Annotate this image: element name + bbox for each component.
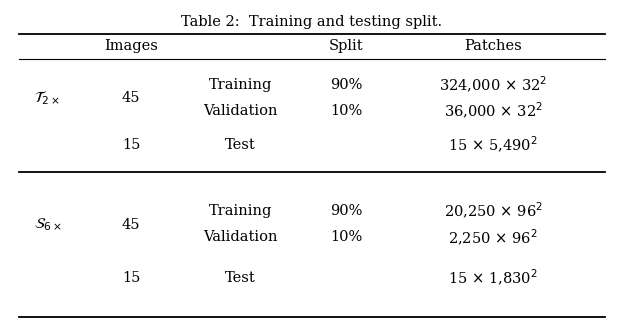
Text: 90%: 90% xyxy=(330,78,363,92)
Text: 10%: 10% xyxy=(330,104,363,118)
Text: $\mathcal{S}_{6\times}$: $\mathcal{S}_{6\times}$ xyxy=(34,216,62,233)
Text: $\mathcal{T}_{2\times}$: $\mathcal{T}_{2\times}$ xyxy=(34,89,61,107)
Text: Patches: Patches xyxy=(464,39,522,53)
Text: 15 $\times$ 5,490$^2$: 15 $\times$ 5,490$^2$ xyxy=(448,135,538,155)
Text: 45: 45 xyxy=(122,217,140,232)
Text: 324,000 $\times$ 32$^2$: 324,000 $\times$ 32$^2$ xyxy=(439,75,547,95)
Text: 15: 15 xyxy=(122,138,140,152)
Text: Split: Split xyxy=(329,39,364,53)
Text: Validation: Validation xyxy=(203,104,278,118)
Text: Test: Test xyxy=(225,138,256,152)
Text: 45: 45 xyxy=(122,91,140,105)
Text: Training: Training xyxy=(208,78,272,92)
Text: 2,250 $\times$ 96$^2$: 2,250 $\times$ 96$^2$ xyxy=(448,227,538,248)
Text: Table 2:  Training and testing split.: Table 2: Training and testing split. xyxy=(182,15,442,29)
Text: Images: Images xyxy=(104,39,158,53)
Text: 15 $\times$ 1,830$^2$: 15 $\times$ 1,830$^2$ xyxy=(448,268,538,288)
Text: Validation: Validation xyxy=(203,230,278,245)
Text: Test: Test xyxy=(225,271,256,285)
Text: 90%: 90% xyxy=(330,204,363,218)
Text: 15: 15 xyxy=(122,271,140,285)
Text: 36,000 $\times$ 32$^2$: 36,000 $\times$ 32$^2$ xyxy=(444,101,542,121)
Text: 20,250 $\times$ 96$^2$: 20,250 $\times$ 96$^2$ xyxy=(444,201,542,221)
Text: Training: Training xyxy=(208,204,272,218)
Text: 10%: 10% xyxy=(330,230,363,245)
